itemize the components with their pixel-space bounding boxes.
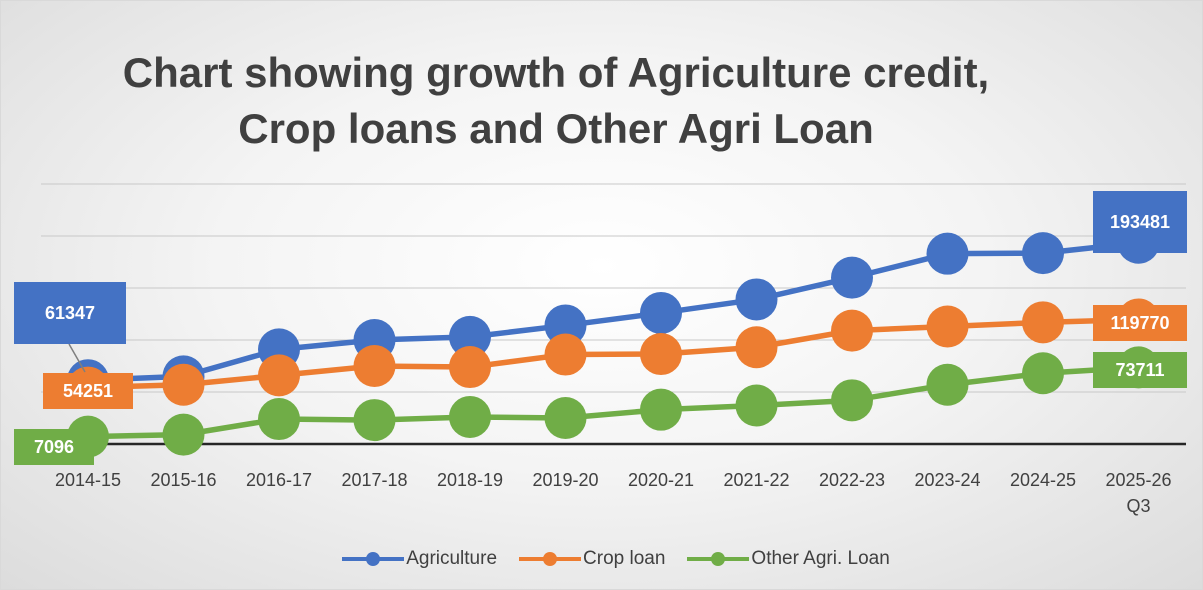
legend-swatch-icon xyxy=(519,552,582,566)
data-point xyxy=(1022,232,1064,275)
data-point xyxy=(1022,301,1064,344)
chart-legend: Agriculture Crop loan Other Agri. Loan xyxy=(296,537,936,581)
data-label-leader-line xyxy=(68,343,86,373)
data-label: 119770 xyxy=(1110,313,1169,333)
data-labels: 61347 54251 7096 193481 119770 73711 xyxy=(14,191,1187,465)
data-point xyxy=(831,379,873,422)
data-label-box xyxy=(14,429,94,465)
data-point xyxy=(162,413,205,456)
data-point xyxy=(162,363,205,406)
legend-swatch-icon xyxy=(687,552,750,566)
legend-item: Crop loan xyxy=(519,548,665,570)
legend-item: Other Agri. Loan xyxy=(687,548,890,570)
legend-label: Other Agri. Loan xyxy=(751,548,890,569)
data-label-box xyxy=(1093,191,1187,253)
data-point xyxy=(258,398,300,441)
data-point xyxy=(926,363,969,406)
data-point xyxy=(449,346,491,389)
data-point xyxy=(926,232,969,275)
data-label: 7096 xyxy=(34,437,74,457)
x-tick-label: 2021-22 xyxy=(723,470,789,490)
data-point xyxy=(640,388,682,431)
legend-label: Crop loan xyxy=(583,548,666,569)
data-label-box xyxy=(1093,352,1187,388)
data-point xyxy=(449,395,491,438)
data-label: 54251 xyxy=(63,381,113,401)
x-tick-label: 2014-15 xyxy=(55,470,121,490)
x-tick-label: 2015-16 xyxy=(150,470,216,490)
data-point xyxy=(353,399,396,442)
x-tick-label: 2018-19 xyxy=(437,470,503,490)
x-tick-label: 2024-25 xyxy=(1010,470,1076,490)
data-point xyxy=(544,397,587,439)
x-tick-label: 2025-26 Q3 xyxy=(1105,470,1171,516)
data-point xyxy=(831,309,873,352)
data-point xyxy=(258,354,300,397)
x-tick-label: 2017-18 xyxy=(341,470,407,490)
x-tick-label: 2023-24 xyxy=(914,470,980,490)
data-label: 61347 xyxy=(45,303,95,323)
data-point xyxy=(640,333,682,376)
x-tick-label: 2019-20 xyxy=(532,470,598,490)
legend-label: Agriculture xyxy=(406,548,498,569)
data-label-box xyxy=(43,373,133,409)
legend-swatch-icon xyxy=(342,552,405,566)
x-tick-label: 2020-21 xyxy=(628,470,694,490)
series-agriculture xyxy=(67,221,1160,402)
data-label-box xyxy=(1093,305,1187,341)
series-line xyxy=(87,316,1139,391)
data-point xyxy=(544,304,587,347)
chart-title: Chart showing growth of Agriculture cred… xyxy=(122,49,990,152)
gridlines xyxy=(41,183,1186,393)
data-point xyxy=(735,326,778,369)
legend-item: Agriculture xyxy=(342,548,497,570)
data-point xyxy=(544,333,587,376)
data-label: 193481 xyxy=(1110,212,1170,232)
data-point xyxy=(640,291,682,334)
data-point xyxy=(926,305,969,348)
data-point xyxy=(1022,352,1064,395)
x-tick-label: 2022-23 xyxy=(819,470,885,490)
data-point xyxy=(449,315,491,358)
data-point xyxy=(735,384,778,427)
data-point xyxy=(353,345,396,387)
x-axis-tick-labels: 2014-15 2015-16 2016-17 2017-18 2018-19 2019-… xyxy=(55,470,1172,516)
series-line xyxy=(87,240,1139,383)
data-label: 73711 xyxy=(1115,360,1164,380)
x-tick-label: 2016-17 xyxy=(246,470,312,490)
data-label-box xyxy=(14,282,126,344)
data-point xyxy=(735,278,778,321)
data-point xyxy=(831,256,873,299)
